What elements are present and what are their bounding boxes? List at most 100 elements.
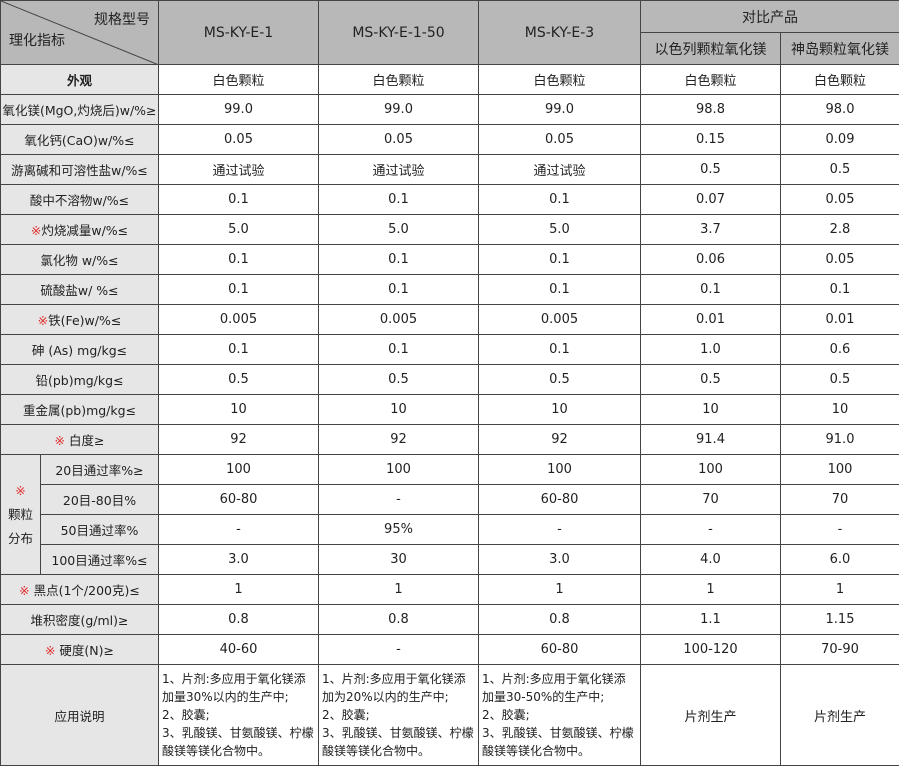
key-indicator-mark: ※ [44, 643, 56, 658]
row-label: 酸中不溶物w/%≤ [0, 184, 159, 215]
value-cell: 0.1 [478, 244, 641, 275]
value-cell: 98.0 [780, 94, 899, 125]
model-header: MS-KY-E-3 [478, 0, 641, 65]
value-cell: 91.0 [780, 424, 899, 455]
key-indicator-mark: ※ [15, 482, 26, 498]
compare-product-header: 以色列颗粒氧化镁 [640, 32, 781, 65]
value-cell: 0.1 [318, 334, 479, 365]
value-cell: 5.0 [478, 214, 641, 245]
row-label-text: 灼烧减量w/%≤ [41, 223, 129, 238]
value-cell: 0.5 [318, 364, 479, 395]
row-label: 氧化镁(MgO,灼烧后)w/%≥ [0, 94, 159, 125]
value-cell: - [640, 514, 781, 545]
table-row: 50目通过率% -95% - - - [1, 514, 899, 545]
row-label: 堆积密度(g/ml)≥ [0, 604, 159, 635]
table-row: 砷 (As) mg/kg≤ 0.1 0.1 0.1 1.0 0.6 [0, 334, 899, 365]
value-cell: - [158, 514, 319, 545]
value-cell: 1 [640, 574, 781, 605]
row-label: 硫酸盐w/ %≤ [0, 274, 159, 305]
row-label: ※ 硬度(N)≥ [0, 634, 159, 665]
value-cell: 99.0 [318, 94, 479, 125]
value-cell: 100 [640, 454, 781, 485]
value-cell: 0.07 [640, 184, 781, 215]
row-label: 砷 (As) mg/kg≤ [0, 334, 159, 365]
row-label: 20目通过率%≥ [40, 454, 159, 485]
value-cell: 0.8 [158, 604, 319, 635]
row-label: 50目通过率% [40, 514, 159, 545]
value-cell: 通过试验 [158, 154, 319, 185]
value-cell: 100 [158, 454, 319, 485]
value-cell: 0.05 [780, 244, 899, 275]
corner-header: 规格型号 理化指标 [0, 0, 159, 65]
value-cell: 0.8 [478, 604, 641, 635]
row-label: 铅(pb)mg/kg≤ [0, 364, 159, 395]
value-cell: 白色颗粒 [780, 64, 899, 95]
value-cell: 0.1 [780, 274, 899, 305]
value-cell: 60-80 [158, 484, 319, 515]
application-cell: 片剂生产 [780, 664, 899, 766]
application-cell: 1、片剂:多应用于氧化镁添加量30-50%的生产中; 2、胶囊; 3、乳酸镁、甘… [478, 664, 641, 766]
value-cell: 70 [640, 484, 781, 515]
value-cell: 1 [158, 574, 319, 605]
row-label-text: 硬度(N)≥ [55, 643, 115, 658]
application-cell: 片剂生产 [640, 664, 781, 766]
value-cell: 1 [478, 574, 641, 605]
row-label-text: 氯化物 w/%≤ [40, 253, 119, 268]
value-cell: 0.1 [318, 244, 479, 275]
value-cell: 白色颗粒 [478, 64, 641, 95]
table-row: 酸中不溶物w/%≤ 0.1 0.1 0.1 0.07 0.05 [0, 184, 899, 215]
row-label: 氧化钙(CaO)w/%≤ [0, 124, 159, 155]
value-cell: 0.1 [158, 244, 319, 275]
value-cell: 0.1 [158, 334, 319, 365]
row-label: ※ 黑点(1个/200克)≤ [0, 574, 159, 605]
value-cell: 0.6 [780, 334, 899, 365]
value-cell: 0.09 [780, 124, 899, 155]
value-cell: 0.1 [158, 184, 319, 215]
value-cell: 100-120 [640, 634, 781, 665]
value-cell: 10 [318, 394, 479, 425]
value-cell: 10 [780, 394, 899, 425]
value-cell: 1 [318, 574, 479, 605]
row-label: 100目通过率%≤ [40, 544, 159, 575]
group-label: 颗粒 [7, 506, 33, 522]
value-cell: 0.01 [640, 304, 781, 335]
group-label: 分布 [7, 530, 33, 546]
application-row: 应用说明 1、片剂:多应用于氧化镁添加量30%以内的生产中; 2、胶囊; 3、乳酸… [0, 664, 899, 766]
value-cell: 通过试验 [478, 154, 641, 185]
value-cell: 1 [780, 574, 899, 605]
table-row: 氧化镁(MgO,灼烧后)w/%≥ 99.0 99.0 99.0 98.8 98.0 [0, 94, 899, 125]
value-cell: 0.1 [478, 274, 641, 305]
table-row: 20目-80目% 60-80-60-80 70 70 [1, 484, 899, 515]
value-cell: 0.5 [780, 154, 899, 185]
table-row: 重金属(pb)mg/kg≤ 10 10 10 10 10 [0, 394, 899, 425]
value-cell: 5.0 [158, 214, 319, 245]
row-label-text: 50目通过率% [60, 523, 139, 538]
value-cell: 0.005 [478, 304, 641, 335]
value-cell: 91.4 [640, 424, 781, 455]
row-label: ※ 白度≥ [0, 424, 159, 455]
value-cell: - [478, 514, 641, 545]
key-indicator-mark: ※ [37, 313, 49, 328]
value-cell: 95% [318, 514, 479, 545]
value-cell: 92 [318, 424, 479, 455]
row-label: 20目-80目% [40, 484, 159, 515]
value-cell: 白色颗粒 [640, 64, 781, 95]
value-cell: 3.0 [478, 544, 641, 575]
application-cell: 1、片剂:多应用于氧化镁添加为20%以内的生产中; 2、胶囊; 3、乳酸镁、甘氨… [318, 664, 479, 766]
value-cell: 5.0 [318, 214, 479, 245]
value-cell: 70-90 [780, 634, 899, 665]
row-label-text: 游离碱和可溶性盐w/%≤ [11, 163, 148, 178]
row-label: ※灼烧减量w/%≤ [0, 214, 159, 245]
value-cell: 6.0 [780, 544, 899, 575]
value-cell: 0.15 [640, 124, 781, 155]
value-cell: 99.0 [478, 94, 641, 125]
value-cell: 1.1 [640, 604, 781, 635]
table-row: ※铁(Fe)w/%≤ 0.005 0.005 0.005 0.01 0.01 [0, 304, 899, 335]
value-cell: 30 [318, 544, 479, 575]
diagonal-divider [1, 1, 157, 64]
value-cell: 0.1 [478, 184, 641, 215]
table-row: ※ 白度≥ 92 92 92 91.4 91.0 [0, 424, 899, 455]
value-cell: 0.5 [640, 364, 781, 395]
key-indicator-mark: ※ [54, 433, 66, 448]
spec-label: 规格型号 [94, 12, 150, 28]
